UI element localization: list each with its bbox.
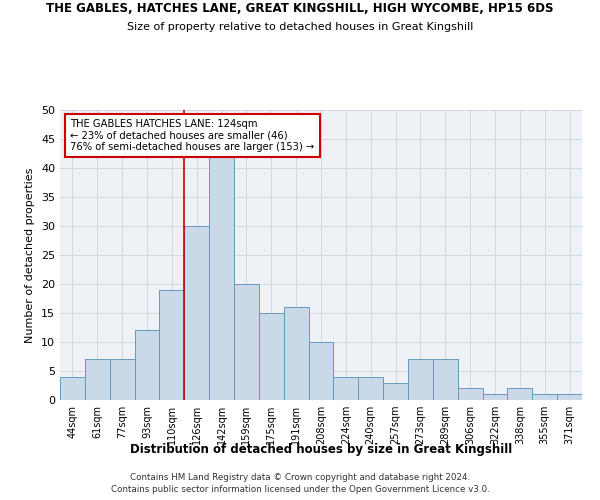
Bar [482,394,508,400]
Bar [284,307,308,400]
Bar [383,382,408,400]
Bar [358,377,383,400]
Bar [184,226,209,400]
Text: THE GABLES HATCHES LANE: 124sqm
← 23% of detached houses are smaller (46)
76% of: THE GABLES HATCHES LANE: 124sqm ← 23% of… [70,118,314,152]
Bar [334,377,358,400]
Bar [532,394,557,400]
Text: Distribution of detached houses by size in Great Kingshill: Distribution of detached houses by size … [130,442,512,456]
Y-axis label: Number of detached properties: Number of detached properties [25,168,35,342]
Text: Contains HM Land Registry data © Crown copyright and database right 2024.: Contains HM Land Registry data © Crown c… [130,472,470,482]
Text: Size of property relative to detached houses in Great Kingshill: Size of property relative to detached ho… [127,22,473,32]
Bar [308,342,334,400]
Bar [259,313,284,400]
Bar [85,360,110,400]
Bar [557,394,582,400]
Bar [458,388,482,400]
Bar [134,330,160,400]
Bar [110,360,134,400]
Text: THE GABLES, HATCHES LANE, GREAT KINGSHILL, HIGH WYCOMBE, HP15 6DS: THE GABLES, HATCHES LANE, GREAT KINGSHIL… [46,2,554,16]
Bar [209,156,234,400]
Bar [60,377,85,400]
Text: Contains public sector information licensed under the Open Government Licence v3: Contains public sector information licen… [110,485,490,494]
Bar [234,284,259,400]
Bar [508,388,532,400]
Bar [433,360,458,400]
Bar [160,290,184,400]
Bar [408,360,433,400]
